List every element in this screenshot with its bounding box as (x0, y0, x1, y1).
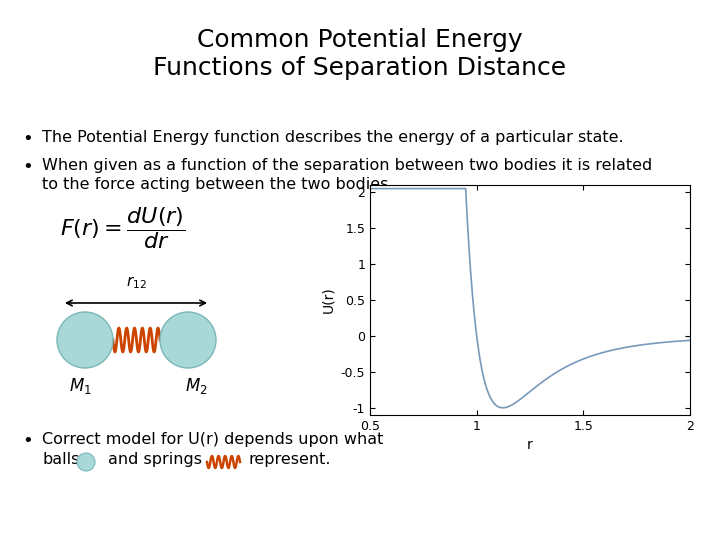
Text: $M_2$: $M_2$ (185, 376, 207, 396)
X-axis label: r: r (527, 438, 533, 453)
Text: The Potential Energy function describes the energy of a particular state.: The Potential Energy function describes … (42, 130, 624, 145)
Text: to the force acting between the two bodies.: to the force acting between the two bodi… (42, 177, 394, 192)
Text: represent.: represent. (248, 452, 330, 467)
Text: and springs: and springs (108, 452, 202, 467)
Ellipse shape (57, 312, 113, 368)
Ellipse shape (77, 453, 95, 471)
Text: $F(r) = \dfrac{dU(r)}{dr}$: $F(r) = \dfrac{dU(r)}{dr}$ (60, 205, 186, 251)
Text: •: • (22, 130, 32, 148)
Text: •: • (22, 432, 32, 450)
Text: Correct model for U(r) depends upon what: Correct model for U(r) depends upon what (42, 432, 383, 447)
Text: balls: balls (42, 452, 79, 467)
Text: $r_{12}$: $r_{12}$ (125, 274, 146, 291)
Text: When given as a function of the separation between two bodies it is related: When given as a function of the separati… (42, 158, 652, 173)
Ellipse shape (160, 312, 216, 368)
Text: $M_1$: $M_1$ (68, 376, 91, 396)
Text: •: • (22, 158, 32, 176)
Text: Common Potential Energy
Functions of Separation Distance: Common Potential Energy Functions of Sep… (153, 28, 567, 80)
Y-axis label: U(r): U(r) (321, 287, 335, 313)
